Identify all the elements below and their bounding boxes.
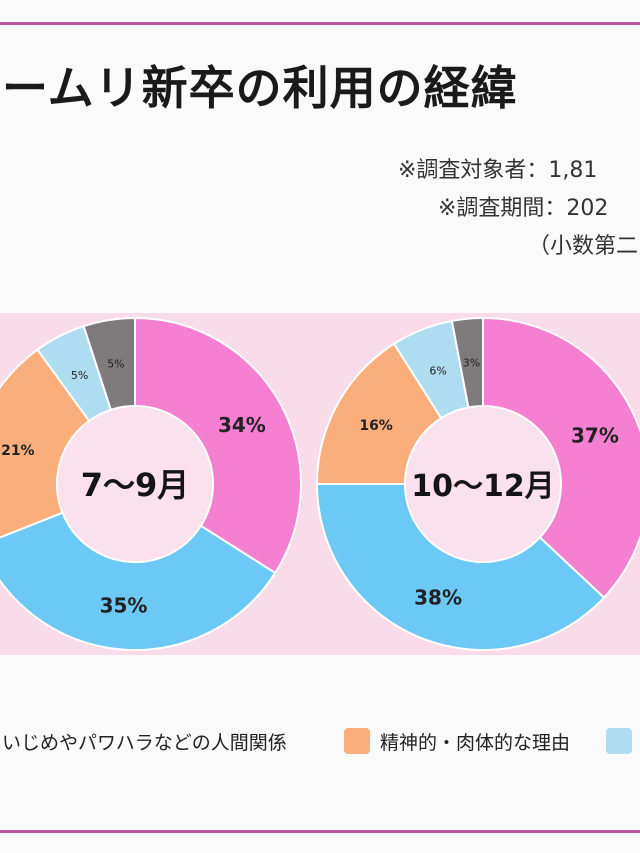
donut-1-slice-label-4: 3% xyxy=(463,356,480,369)
donut-0-slice-4 xyxy=(82,316,136,412)
legend-swatch-third xyxy=(606,728,632,754)
note-survey-target: ※調査対象者：1,81 xyxy=(398,158,598,183)
donut-0-slice-label-4: 5% xyxy=(107,357,124,370)
donut-0-slice-0 xyxy=(134,316,302,575)
bottom-frame-line xyxy=(0,830,640,833)
donut-1-slice-label-2: 16% xyxy=(359,418,393,434)
donut-0-slice-1 xyxy=(0,511,277,651)
donut-0-slice-label-1: 35% xyxy=(100,593,148,617)
note-survey-period: ※調査期間：202 xyxy=(438,196,609,221)
donut-1-slice-label-1: 38% xyxy=(414,585,462,609)
donut-chart-oct-dec: 37% 38% 16% 6% 3% 10〜12月 xyxy=(315,316,640,651)
donut-1-center-label: 10〜12月 xyxy=(411,469,555,504)
donut-1-slice-label-3: 6% xyxy=(429,364,446,377)
legend: いじめやパワハラなどの人間関係 精神的・肉体的な理由 キ xyxy=(0,722,640,762)
donut-0-center-label: 7〜9月 xyxy=(81,466,190,504)
donut-1-center xyxy=(406,407,560,561)
donut-0-slice-label-2: 21% xyxy=(1,443,35,459)
donut-0-slice-label-3: 5% xyxy=(71,369,88,382)
note-decimal: （小数第二 xyxy=(528,234,639,259)
page-title: ームリ新卒の利用の経緯 xyxy=(2,61,518,115)
donut-0-center xyxy=(58,407,212,561)
donut-1-slice-4 xyxy=(450,316,484,409)
donut-1-slice-0 xyxy=(482,316,640,600)
legend-swatch-mental-physical xyxy=(344,728,370,754)
legend-label-relationships: いじめやパワハラなどの人間関係 xyxy=(2,732,287,754)
donut-0-slice-2 xyxy=(0,348,91,539)
donut-0-slice-label-0: 34% xyxy=(218,413,266,437)
legend-label-mental-physical: 精神的・肉体的な理由 xyxy=(380,732,571,754)
donut-1-slice-label-0: 37% xyxy=(571,424,619,448)
top-frame-line xyxy=(0,22,640,25)
donut-1-slice-2 xyxy=(315,342,443,485)
donut-chart-jul-sep: 34% 35% 21% 5% 5% 7〜9月 xyxy=(0,316,302,651)
donut-1-slice-1 xyxy=(315,483,606,651)
